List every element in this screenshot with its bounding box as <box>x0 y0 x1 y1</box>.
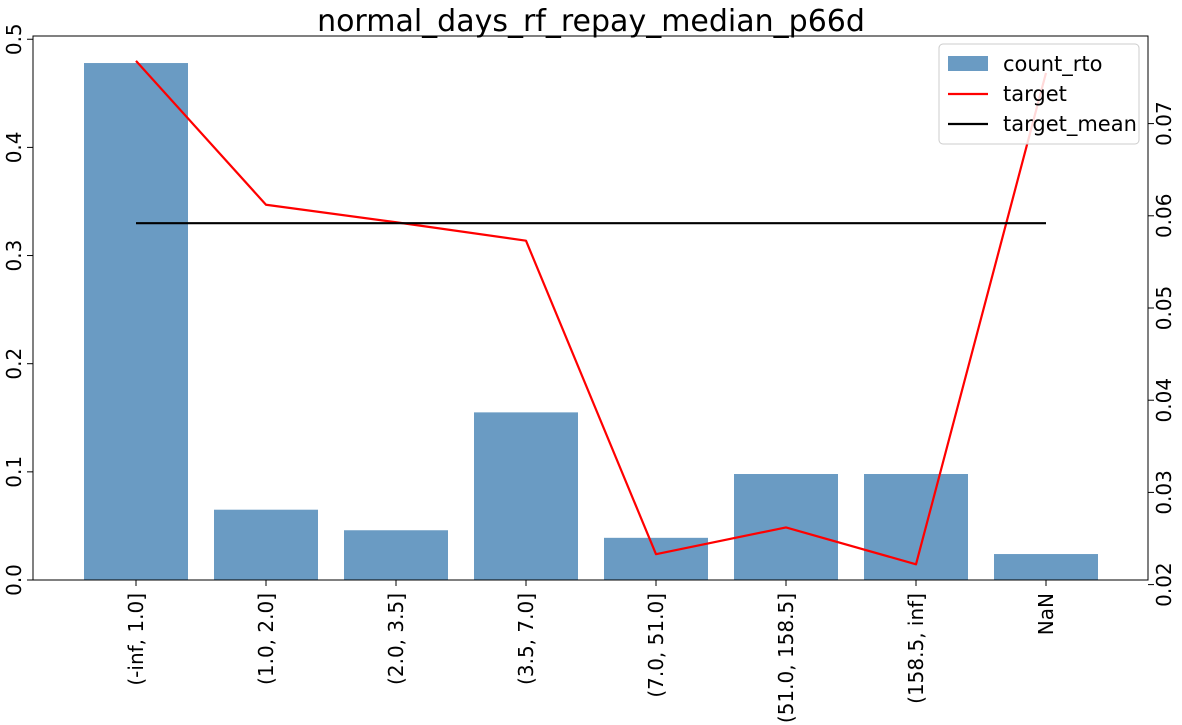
y-left-tick-label-0: 0.0 <box>2 564 26 596</box>
series-line-target <box>135 60 1048 566</box>
legend-label-2: target_mean <box>1003 112 1137 137</box>
bar-4 <box>604 537 708 580</box>
y-left-tick-label-2: 0.2 <box>2 348 26 380</box>
bar-3 <box>474 412 578 580</box>
y-left-tick-label-4: 0.4 <box>2 131 26 163</box>
legend-swatch-0 <box>948 56 988 71</box>
y-right-tick-label-4: 0.06 <box>1152 194 1176 239</box>
y-right-tick-label-3: 0.05 <box>1152 286 1176 331</box>
y-left-tick-label-5: 0.5 <box>2 23 26 55</box>
legend-label-0: count_rto <box>1003 52 1102 77</box>
chart-title: normal_days_rf_repay_median_p66d <box>317 4 865 39</box>
x-tick-label-4: (7.0, 51.0] <box>644 593 668 698</box>
y-left-tick-label-1: 0.1 <box>2 456 26 488</box>
x-tick-label-5: (51.0, 158.5] <box>774 593 798 723</box>
x-tick-label-0: (-inf, 1.0] <box>124 593 148 686</box>
x-tick-label-2: (2.0, 3.5] <box>384 593 408 685</box>
y-right-tick-label-1: 0.03 <box>1152 470 1176 515</box>
x-tick-label-3: (3.5, 7.0] <box>514 593 538 685</box>
x-tick-label-1: (1.0, 2.0] <box>254 593 278 685</box>
y-right-tick-label-5: 0.07 <box>1152 101 1176 146</box>
y-left-tick-label-3: 0.3 <box>2 240 26 272</box>
y-right-tick-label-0: 0.02 <box>1152 562 1176 607</box>
lines-layer <box>135 60 1048 566</box>
bars-layer <box>84 63 1098 580</box>
x-tick-label-6: (158.5, inf] <box>904 593 928 704</box>
bar-1 <box>214 509 318 580</box>
axes-layer: 0.0 0.1 0.2 0.3 0.4 0.5 0.02 0.03 0.04 0.05 0.06 0.… <box>2 23 1176 723</box>
bar-2 <box>344 530 448 580</box>
legend-label-1: target <box>1003 82 1067 106</box>
x-tick-label-7: NaN <box>1034 593 1058 635</box>
bar-7 <box>994 554 1098 580</box>
legend-box <box>938 43 1140 145</box>
bar-0 <box>84 63 188 580</box>
y-right-tick-label-2: 0.04 <box>1152 378 1176 423</box>
